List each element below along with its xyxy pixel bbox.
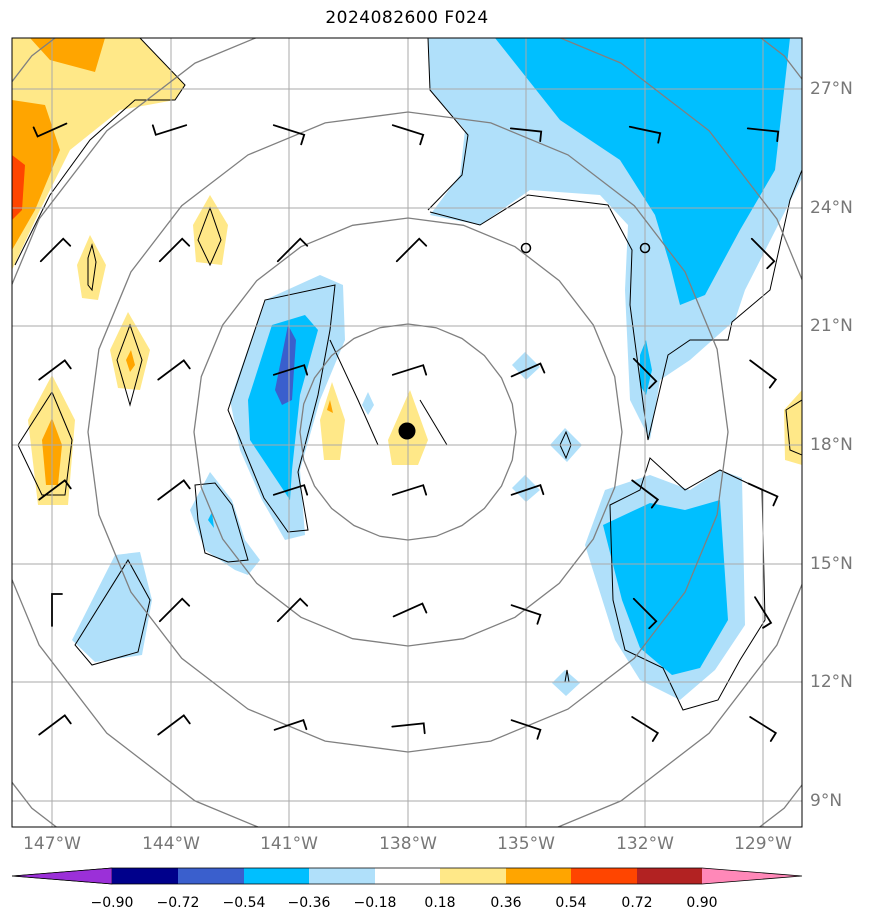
colorbar-extend-max [702,868,802,884]
colorbar-tick-label: 0.54 [555,895,587,911]
wind-barb [272,124,306,146]
lat-label: 18°N [810,435,853,455]
wind-barbs [32,122,780,742]
wind-barb [38,714,72,736]
wind-barb [391,722,426,735]
colorbar-tick-label: −0.18 [353,895,397,911]
wind-barb [276,597,309,623]
calm-marker [639,242,651,254]
colorbar-tick-label: 0.18 [424,895,456,911]
colorbar-bin [375,868,440,884]
wind-barb [273,719,308,731]
wind-barb [158,237,191,263]
colorbar-tick-label: 0.90 [686,895,718,911]
graticule [12,38,802,827]
colorbar-bin [112,868,178,884]
colorbar-bin [178,868,244,884]
wind-barb [391,124,425,146]
wind-barb [628,125,662,144]
range-ring [299,323,517,541]
range-ring [87,111,729,753]
wind-barb [395,237,428,263]
range-ring [12,38,802,827]
wind-barb [158,597,191,623]
wind-barb [151,124,188,136]
colorbar-bin [309,868,375,884]
contour-lines [14,38,802,711]
wind-barb [749,716,778,742]
wind-barb [391,484,428,496]
wind-barb [747,482,779,507]
wind-barb [510,484,545,496]
wind-barb [157,714,191,736]
colorbar-tick-label: −0.54 [222,895,266,911]
colorbar-bin [571,868,637,884]
wind-barb [631,716,660,742]
wind-barb [391,364,428,376]
colorbar-bin [637,868,702,884]
wind-barb [32,122,68,138]
wind-barb [510,604,542,625]
wind-barb [157,479,191,501]
wind-barb [272,484,309,496]
plot-title: 2024082600 F024 [325,8,489,28]
colorbar-bin [244,868,309,884]
lon-label: 135°W [497,834,555,854]
colorbar-tick-label: −0.90 [90,895,134,911]
range-ring [193,217,623,647]
lon-label: 138°W [379,834,437,854]
wind-barb [38,359,72,381]
lon-label: 132°W [616,834,674,854]
wind-barb [276,237,309,263]
lon-label: 147°W [23,834,81,854]
lat-label: 21°N [810,316,853,336]
calm-marker [520,242,532,254]
wind-barb [631,479,660,509]
wind-barb [157,359,191,381]
wind-barb [754,596,773,629]
lon-label: 144°W [142,834,200,854]
colorbar-extend-min [11,867,113,885]
colorbar-bin [440,868,506,884]
wind-barb [392,602,428,618]
wind-barb [38,479,72,501]
lat-label: 9°N [810,791,843,811]
wind-barb [272,364,309,376]
wind-barb [39,237,72,263]
colorbar-tick-label: −0.72 [156,895,200,911]
colorbar-tick-label: −0.36 [287,895,331,911]
lat-label: 24°N [810,198,853,218]
wind-barb [749,359,778,389]
lat-label: 12°N [810,672,853,692]
lon-label: 141°W [260,834,318,854]
wind-barb [510,719,542,740]
map-frame [11,37,803,828]
storm-center-marker [398,422,416,440]
colorbar-tick-label: 0.36 [490,895,522,911]
wind-barb [746,127,780,142]
lon-label: 129°W [734,834,792,854]
lat-label: 27°N [810,79,853,99]
colorbar-tick-label: 0.72 [621,895,653,911]
wind-barb [510,362,546,378]
wind-barb [632,357,658,390]
wind-barb [750,237,776,270]
wind-barb [51,593,63,627]
colorbar-bin [506,868,571,884]
wind-barb [509,127,543,142]
colorbar [11,867,803,885]
lat-label: 15°N [810,554,853,574]
wind-barb [632,597,658,630]
